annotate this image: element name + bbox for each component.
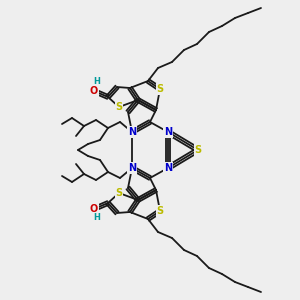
Text: N: N xyxy=(128,127,136,137)
Text: H: H xyxy=(94,77,100,86)
Text: H: H xyxy=(94,214,100,223)
Text: N: N xyxy=(128,163,136,173)
Text: S: S xyxy=(156,206,164,216)
Text: S: S xyxy=(116,188,123,198)
Text: S: S xyxy=(156,84,164,94)
Text: S: S xyxy=(116,102,123,112)
Text: N: N xyxy=(164,127,172,137)
Text: N: N xyxy=(164,163,172,173)
Text: S: S xyxy=(194,145,202,155)
Text: O: O xyxy=(90,204,98,214)
Text: O: O xyxy=(90,86,98,96)
